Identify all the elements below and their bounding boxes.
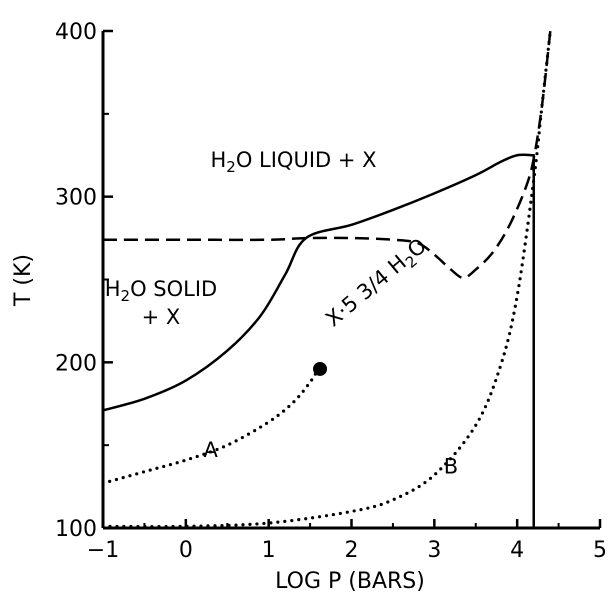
x-tick-label: 4 bbox=[510, 538, 524, 563]
y-tick-label: 300 bbox=[55, 186, 97, 211]
annotations-group: H2O LIQUID + X H2O SOLID+ X X·5 3/4 H2O A B bbox=[105, 148, 458, 478]
x-tick-label: 2 bbox=[345, 538, 359, 563]
annotation-label-1: H2O SOLID bbox=[105, 277, 217, 305]
x-tick-label: 1 bbox=[262, 538, 276, 563]
data-point bbox=[313, 361, 328, 376]
series-dotted-line-3 bbox=[101, 367, 320, 485]
series-group bbox=[101, 29, 552, 530]
x-tick-label: 0 bbox=[179, 538, 193, 563]
annotation-label-2: X·5 3/4 H2O bbox=[321, 234, 434, 335]
annotation-label-3: A bbox=[203, 438, 218, 462]
annotation-label-4: B bbox=[444, 454, 458, 478]
y-axis-title: T (K) bbox=[11, 254, 36, 307]
y-tick-label: 400 bbox=[55, 20, 97, 45]
y-tick-label: 100 bbox=[55, 517, 97, 542]
series-dashed-line-1 bbox=[103, 30, 552, 280]
y-tick-label: 200 bbox=[55, 351, 97, 376]
annotation-label-1: + X bbox=[142, 305, 181, 329]
x-axis-title: LOG P (BARS) bbox=[275, 569, 425, 594]
x-tick-label: −1 bbox=[87, 538, 119, 563]
x-tick-label: 3 bbox=[427, 538, 441, 563]
annotation-label-0: H2O LIQUID + X bbox=[210, 148, 376, 176]
series-solid-line-0 bbox=[101, 153, 535, 412]
points-group bbox=[313, 361, 328, 376]
series-dotted-line-4 bbox=[101, 29, 552, 529]
axes: −1 0 1 2 3 4 5 100 200 300 400 bbox=[55, 20, 607, 563]
x-tick-label: 5 bbox=[593, 538, 607, 563]
